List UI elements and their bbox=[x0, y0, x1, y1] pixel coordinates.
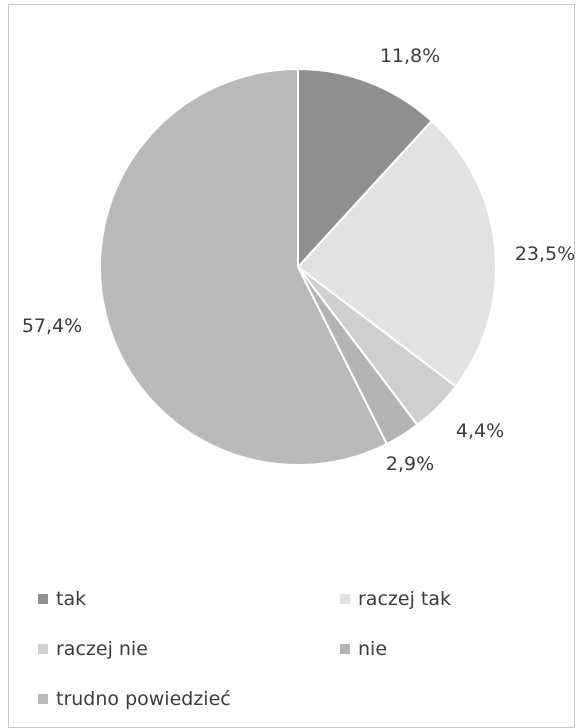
data-label: 23,5% bbox=[515, 243, 575, 265]
pie-slice-tak bbox=[297, 67, 434, 270]
legend-swatch bbox=[340, 594, 350, 604]
legend-item-trudno-powiedziec: trudno powiedzieć bbox=[38, 688, 231, 710]
legend-swatch bbox=[340, 644, 350, 654]
legend-item-tak: tak bbox=[38, 588, 86, 610]
legend-item-raczej-nie: raczej nie bbox=[38, 638, 148, 660]
legend-label: trudno powiedzieć bbox=[56, 688, 231, 710]
legend-item-raczej-tak: raczej tak bbox=[340, 588, 451, 610]
legend-label: tak bbox=[56, 588, 87, 610]
legend-label: nie bbox=[358, 638, 388, 660]
legend-label: raczej tak bbox=[358, 588, 451, 610]
data-label: 11,8% bbox=[380, 45, 440, 67]
legend-swatch bbox=[38, 694, 48, 704]
data-label: 4,4% bbox=[456, 420, 504, 442]
pie-slice-trudno-powiedzieć bbox=[99, 67, 389, 466]
legend-swatch bbox=[38, 644, 48, 654]
pie-slices bbox=[99, 67, 497, 466]
pie-data-labels: 11,8% 23,5% 4,4% 2,9% 57,4% bbox=[22, 45, 575, 475]
legend-swatch bbox=[38, 594, 48, 604]
data-label: 57,4% bbox=[22, 315, 82, 337]
legend-item-nie: nie bbox=[340, 638, 387, 660]
data-label: 2,9% bbox=[386, 453, 434, 475]
legend-label: raczej nie bbox=[56, 638, 148, 660]
pie-slice-raczej-tak bbox=[296, 119, 497, 388]
